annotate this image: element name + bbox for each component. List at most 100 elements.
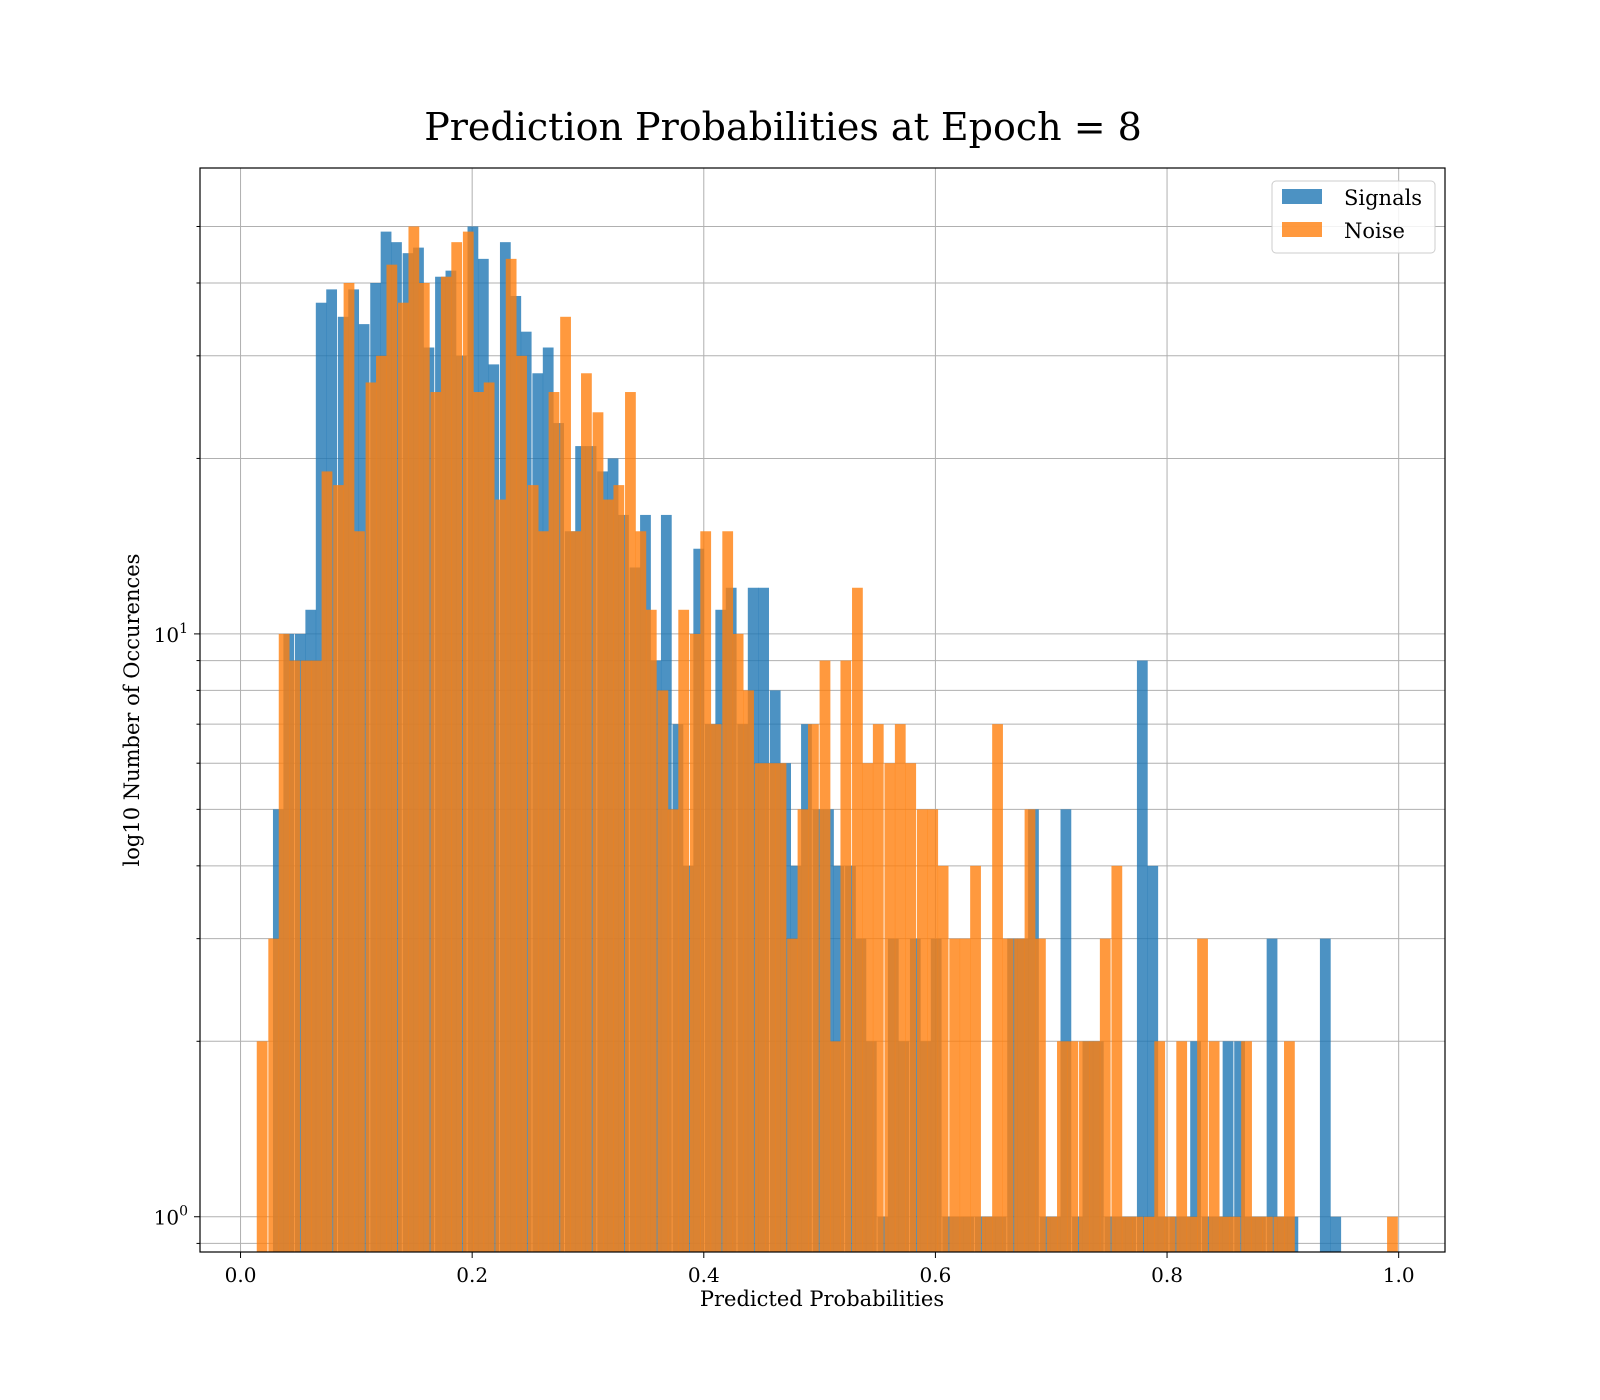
x-tick-label: 0.4 bbox=[688, 1263, 720, 1287]
noise-bar bbox=[1057, 1041, 1068, 1252]
noise-bar bbox=[1014, 938, 1025, 1252]
noise-bar bbox=[981, 1216, 993, 1252]
plot-frame bbox=[199, 167, 1446, 1253]
signals-bar bbox=[1136, 660, 1148, 1252]
noise-bar bbox=[1262, 1216, 1273, 1252]
noise-bar bbox=[1143, 1216, 1155, 1252]
noise-bar bbox=[1002, 938, 1014, 1252]
noise-bar bbox=[1284, 1041, 1295, 1252]
noise-bar bbox=[765, 763, 776, 1252]
signals-bar bbox=[1319, 938, 1331, 1252]
noise-bar bbox=[1035, 938, 1046, 1252]
noise-bar bbox=[376, 355, 387, 1252]
noise-bar bbox=[440, 276, 452, 1253]
noise-bar bbox=[451, 242, 463, 1252]
noise-bar bbox=[1067, 1041, 1079, 1252]
noise-bar bbox=[418, 282, 430, 1252]
noise-bar bbox=[689, 633, 701, 1252]
noise-bar bbox=[1219, 1216, 1230, 1252]
noise-bar bbox=[1186, 1216, 1198, 1252]
noise-bar bbox=[581, 373, 592, 1252]
noise-bar bbox=[1099, 938, 1111, 1252]
legend-swatch-noise bbox=[1282, 222, 1322, 237]
noise-bar bbox=[819, 660, 831, 1252]
noise-bar bbox=[495, 499, 507, 1253]
x-tick-label: 0.8 bbox=[1151, 1263, 1183, 1287]
x-tick-label: 0.0 bbox=[225, 1263, 257, 1287]
noise-bar bbox=[505, 258, 517, 1252]
noise-bar bbox=[1046, 1216, 1058, 1252]
noise-bar bbox=[333, 485, 344, 1252]
noise-bar bbox=[398, 302, 409, 1253]
noise-bar bbox=[278, 633, 290, 1252]
noise-bar bbox=[657, 690, 669, 1252]
noise-bar bbox=[625, 392, 636, 1252]
signals-bar bbox=[1060, 809, 1072, 1252]
legend: Signals Noise bbox=[1271, 180, 1436, 254]
noise-bar bbox=[548, 392, 560, 1252]
noise-bar bbox=[1229, 1216, 1241, 1252]
noise-bar bbox=[970, 865, 981, 1252]
noise-bar bbox=[1132, 1216, 1144, 1252]
noise-bar bbox=[645, 609, 657, 1252]
y-tick-label: 101 bbox=[154, 621, 188, 647]
signals-bar bbox=[1190, 1041, 1201, 1252]
noise-bar bbox=[905, 763, 917, 1252]
y-tick-label: 100 bbox=[154, 1204, 188, 1230]
noise-bar bbox=[840, 660, 852, 1252]
noise-bar bbox=[462, 231, 474, 1252]
axis-ticks: 0.0 0.2 0.4 0.6 0.8 1.0 100 101 bbox=[154, 226, 1415, 1287]
noise-bar bbox=[722, 531, 734, 1252]
noise-bar bbox=[667, 809, 679, 1252]
chart-title: Prediction Probabilities at Epoch = 8 bbox=[424, 105, 1142, 149]
signals-bar bbox=[1147, 865, 1159, 1252]
noise-bar bbox=[408, 226, 420, 1252]
noise-bar bbox=[808, 724, 819, 1252]
signals-bar bbox=[294, 633, 306, 1252]
noise-bar bbox=[894, 724, 906, 1252]
signals-bar bbox=[1222, 1041, 1234, 1252]
series-noise bbox=[256, 226, 1398, 1253]
signals-bar bbox=[1266, 938, 1278, 1252]
noise-bar bbox=[1111, 865, 1123, 1252]
noise-bar bbox=[365, 382, 377, 1253]
noise-bar bbox=[959, 938, 971, 1252]
noise-bar bbox=[743, 690, 754, 1252]
noise-bar bbox=[311, 660, 322, 1252]
x-tick-label: 0.6 bbox=[920, 1263, 952, 1287]
noise-bar bbox=[354, 531, 365, 1252]
x-axis-label: Predicted Probabilities bbox=[700, 1287, 944, 1311]
noise-bar bbox=[268, 938, 280, 1252]
noise-bar bbox=[516, 355, 527, 1252]
y-axis-label: log10 Number of Occurences bbox=[120, 554, 144, 867]
noise-bar bbox=[1387, 1216, 1398, 1252]
noise-bar bbox=[1197, 938, 1208, 1252]
noise-bar bbox=[700, 531, 712, 1252]
noise-bar bbox=[1273, 1216, 1285, 1252]
noise-bar bbox=[386, 264, 398, 1252]
noise-bar bbox=[1121, 1216, 1133, 1252]
noise-bar bbox=[321, 471, 333, 1252]
noise-bar bbox=[678, 609, 690, 1252]
noise-bar bbox=[797, 809, 809, 1252]
noise-bar bbox=[256, 1041, 268, 1252]
signals-bar bbox=[1234, 1041, 1245, 1252]
noise-bar bbox=[570, 531, 582, 1252]
noise-bar bbox=[1089, 1041, 1101, 1252]
noise-bar bbox=[1024, 809, 1036, 1252]
noise-bar bbox=[862, 763, 874, 1252]
x-tick-label: 1.0 bbox=[1383, 1263, 1415, 1287]
bars bbox=[256, 226, 1398, 1253]
noise-bar bbox=[884, 763, 896, 1252]
noise-bar bbox=[949, 938, 961, 1252]
noise-bar bbox=[1241, 1041, 1252, 1252]
noise-bar bbox=[992, 724, 1003, 1252]
noise-bar bbox=[830, 1041, 841, 1252]
noise-bar bbox=[430, 392, 442, 1252]
noise-bar bbox=[852, 587, 863, 1252]
noise-bar bbox=[872, 724, 884, 1252]
noise-bar bbox=[775, 763, 787, 1252]
noise-bar bbox=[754, 763, 766, 1252]
noise-bar bbox=[483, 382, 495, 1253]
